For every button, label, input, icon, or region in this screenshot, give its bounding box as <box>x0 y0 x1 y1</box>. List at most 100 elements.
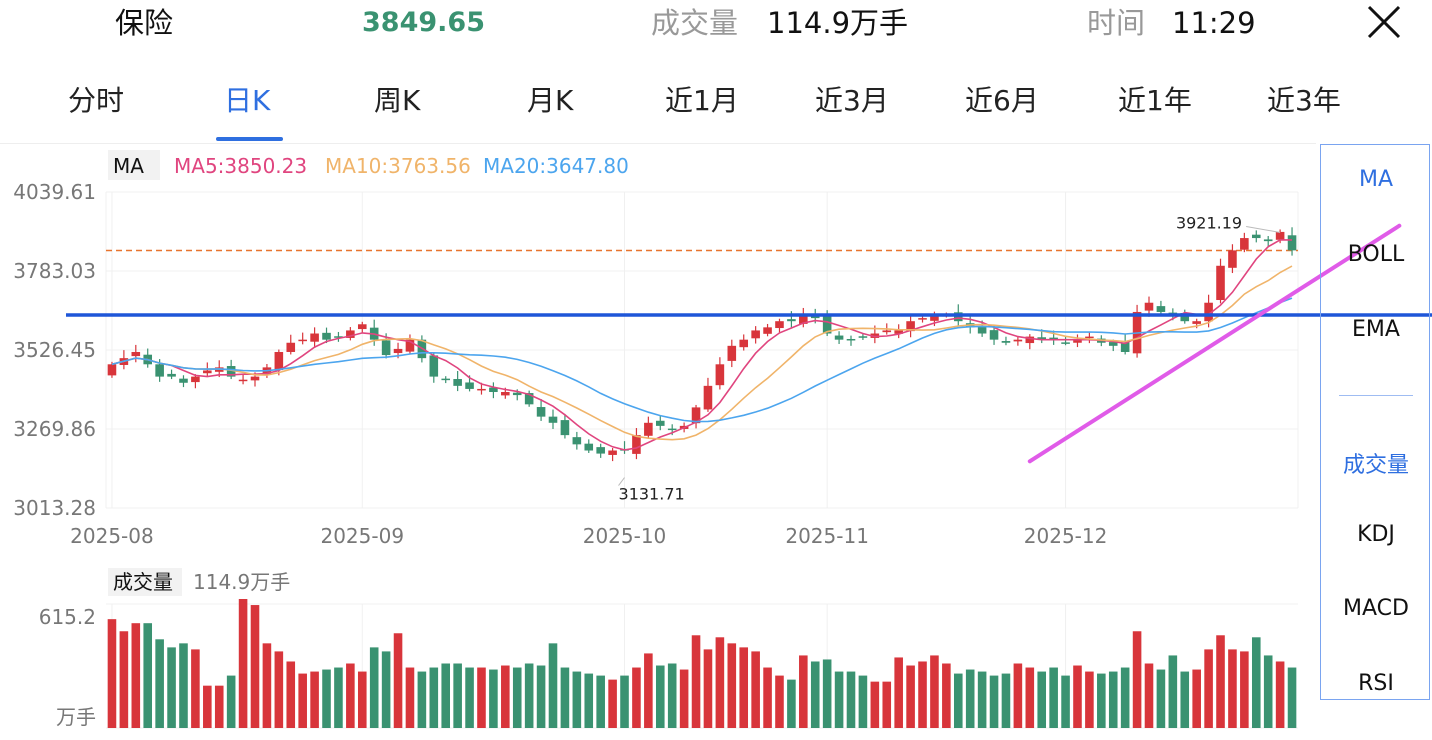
volume-bar <box>870 681 880 728</box>
volume-bar <box>119 631 129 728</box>
volume-bar <box>441 663 451 728</box>
volume-bar <box>286 661 296 728</box>
active-tab-indicator <box>216 137 283 141</box>
candle-body <box>775 321 784 329</box>
candle-body <box>524 393 534 405</box>
tab-1-month[interactable]: 近1月 <box>665 84 739 117</box>
indicator-ema[interactable]: EMA <box>1352 317 1400 342</box>
volume-bar <box>1001 673 1011 728</box>
tab-1-year[interactable]: 近1年 <box>1118 84 1192 117</box>
volume-bar <box>1061 675 1070 728</box>
volume-bar <box>810 661 820 728</box>
candle-body <box>882 330 892 333</box>
candle-body <box>1192 321 1201 324</box>
candle-body <box>1073 339 1082 343</box>
volume-bar <box>1013 663 1023 728</box>
moving-averages <box>111 239 1293 451</box>
volume-bar <box>1251 637 1261 728</box>
indicator-macd[interactable]: MACD <box>1343 596 1409 621</box>
candle-body <box>727 345 737 361</box>
indicator-kdj[interactable]: KDJ <box>1357 522 1395 547</box>
volume-value: 114.9万手 <box>767 6 909 40</box>
candle-body <box>334 336 343 338</box>
tabs-divider <box>0 143 1316 144</box>
volume-bar <box>1097 673 1106 728</box>
volume-bar <box>107 619 117 728</box>
volume-bar <box>822 659 832 728</box>
candle-body <box>548 416 558 423</box>
volume-bar <box>942 663 951 728</box>
volume-bar <box>1263 655 1273 728</box>
volume-bar <box>429 667 439 728</box>
ma-legend-tag: MA <box>113 154 144 178</box>
indicator-rsi[interactable]: RSI <box>1358 671 1394 696</box>
indicator-volume[interactable]: 成交量 <box>1342 453 1409 478</box>
volume-bar <box>751 651 760 728</box>
volume-bar <box>1275 661 1285 728</box>
price-axis: 4039.61 3783.03 3526.45 3269.86 3013.28 <box>13 180 96 520</box>
tab-3-years[interactable]: 近3年 <box>1267 84 1341 117</box>
low-label-leader <box>618 477 625 486</box>
volume-bar <box>274 651 284 728</box>
candle-body <box>465 382 474 389</box>
candle-body <box>155 364 164 377</box>
candle-body <box>751 330 760 339</box>
volume-bar <box>298 673 307 728</box>
volume-bar <box>775 675 784 728</box>
indicator-ma[interactable]: MA <box>1358 167 1394 192</box>
volume-bar <box>584 673 594 728</box>
candle-body <box>238 379 248 382</box>
volume-bar <box>977 671 987 728</box>
tab-3-months[interactable]: 近3月 <box>815 84 889 117</box>
candle-body <box>131 351 141 357</box>
candle-body <box>870 333 880 338</box>
volume-bar <box>1156 669 1166 728</box>
index-price: 3849.65 <box>362 7 485 38</box>
candle-body <box>1061 342 1070 344</box>
candle-body <box>1108 342 1118 346</box>
volume-bar <box>834 671 844 728</box>
candle-body <box>1204 302 1213 322</box>
candle-body <box>286 342 296 352</box>
ma5-legend: MA5:3850.23 <box>174 154 307 178</box>
volume-bar <box>548 643 558 728</box>
tab-daily-k[interactable]: 日K <box>224 84 271 117</box>
candle-body <box>989 330 999 340</box>
volume-bar <box>1180 671 1190 728</box>
candle-body <box>703 385 713 410</box>
volume-bar <box>417 671 427 728</box>
volume-bar <box>739 647 749 728</box>
volume-bar <box>131 623 141 728</box>
kline-chart[interactable]: MA MA5:3850.23 MA10:3763.56 MA20:3647.80… <box>0 144 1432 740</box>
volume-bar <box>965 669 975 728</box>
volume-bar <box>703 649 713 728</box>
close-icon[interactable] <box>1366 4 1402 40</box>
candle-body <box>357 324 367 330</box>
volume-bar <box>453 663 462 728</box>
tab-monthly-k[interactable]: 月K <box>527 84 574 117</box>
tab-weekly-k[interactable]: 周K <box>374 84 421 117</box>
tab-6-months[interactable]: 近6月 <box>965 84 1039 117</box>
candle-body <box>1156 306 1166 312</box>
candles <box>107 227 1297 462</box>
candle-body <box>429 355 439 377</box>
volume-bar <box>989 675 999 728</box>
candle-body <box>572 437 582 445</box>
volume-bar <box>1228 649 1237 728</box>
volume-bar <box>1037 671 1047 728</box>
ma10-legend: MA10:3763.56 <box>325 154 471 178</box>
tab-intraday[interactable]: 分时 <box>68 84 125 117</box>
volume-bar <box>763 667 772 728</box>
ma10-line <box>111 265 1293 441</box>
date-axis: 2025-08 2025-09 2025-10 2025-11 2025-12 <box>70 524 1107 548</box>
volume-bar <box>143 623 153 728</box>
volume-bar <box>1073 665 1082 728</box>
ma20-line <box>111 297 1293 423</box>
y-tick-label: 3269.86 <box>13 417 96 441</box>
candle-body <box>560 420 570 436</box>
indicator-boll[interactable]: BOLL <box>1347 242 1405 267</box>
candle-body <box>667 428 677 431</box>
volume-bar <box>727 643 737 728</box>
volume-bar <box>1120 667 1130 728</box>
